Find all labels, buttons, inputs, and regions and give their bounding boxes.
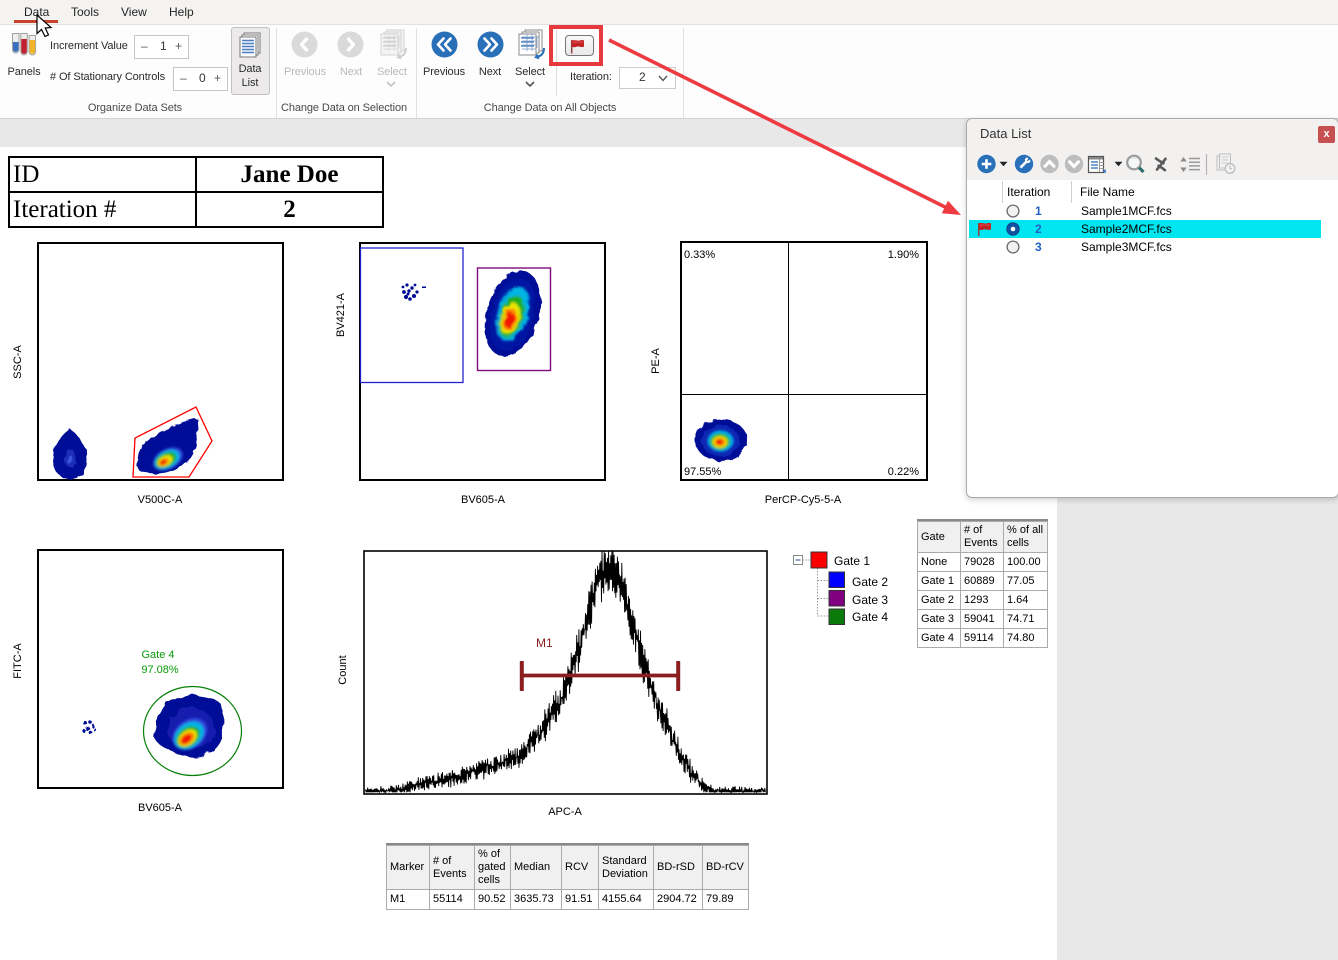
svg-text:0.22%: 0.22% xyxy=(888,466,919,478)
svg-text:FITC-A: FITC-A xyxy=(12,643,24,679)
svg-text:Gate 3: Gate 3 xyxy=(852,593,888,607)
svg-text:Count: Count xyxy=(337,655,349,684)
svg-text:V500C-A: V500C-A xyxy=(138,494,183,506)
svg-text:Gate 4: Gate 4 xyxy=(141,649,174,661)
svg-text:97.55%: 97.55% xyxy=(684,466,722,478)
svg-text:PE-A: PE-A xyxy=(650,348,662,374)
svg-text:BV421-A: BV421-A xyxy=(335,292,347,337)
svg-text:Gate 1: Gate 1 xyxy=(834,554,870,568)
svg-text:SSC-A: SSC-A xyxy=(12,345,24,379)
svg-text:Gate 2: Gate 2 xyxy=(852,575,888,589)
svg-text:PerCP-Cy5-5-A: PerCP-Cy5-5-A xyxy=(765,494,842,506)
svg-text:M1: M1 xyxy=(536,636,553,650)
svg-text:Gate 4: Gate 4 xyxy=(852,610,888,624)
svg-text:BV605-A: BV605-A xyxy=(461,494,506,506)
svg-text:1.90%: 1.90% xyxy=(888,249,919,261)
svg-text:0.33%: 0.33% xyxy=(684,249,715,261)
svg-text:97.08%: 97.08% xyxy=(141,664,179,676)
svg-text:BV605-A: BV605-A xyxy=(138,802,183,814)
svg-text:APC-A: APC-A xyxy=(548,806,582,818)
